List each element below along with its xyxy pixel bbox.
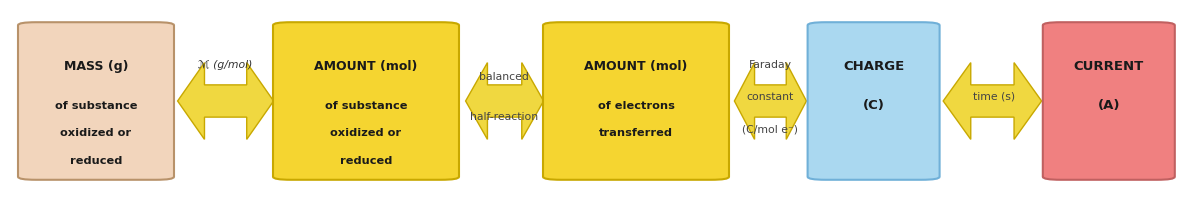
Text: half-reaction: half-reaction [470,112,538,122]
Text: (C/mol e⁻): (C/mol e⁻) [743,124,798,134]
Text: time (s): time (s) [972,92,1015,102]
Text: reduced: reduced [340,156,392,166]
Text: of electrons: of electrons [598,101,674,111]
Text: transferred: transferred [599,128,673,138]
FancyBboxPatch shape [274,22,458,180]
Text: balanced: balanced [479,72,529,82]
Polygon shape [178,63,274,139]
Text: Faraday: Faraday [749,60,792,70]
Text: (C): (C) [863,99,884,112]
Polygon shape [466,63,544,139]
Text: of substance: of substance [55,101,137,111]
Polygon shape [734,63,806,139]
Text: CHARGE: CHARGE [842,60,905,73]
FancyBboxPatch shape [18,22,174,180]
Text: (A): (A) [1098,99,1120,112]
Text: CURRENT: CURRENT [1074,60,1144,73]
Text: oxidized or: oxidized or [330,128,402,138]
Text: reduced: reduced [70,156,122,166]
Text: MASS (g): MASS (g) [64,60,128,73]
Polygon shape [943,63,1042,139]
Text: AMOUNT (mol): AMOUNT (mol) [314,60,418,73]
FancyBboxPatch shape [1043,22,1175,180]
FancyBboxPatch shape [542,22,730,180]
Text: oxidized or: oxidized or [60,128,132,138]
FancyBboxPatch shape [808,22,940,180]
Text: constant: constant [746,92,794,102]
Text: ℳ (g/mol): ℳ (g/mol) [198,60,253,70]
Text: AMOUNT (mol): AMOUNT (mol) [584,60,688,73]
Text: of substance: of substance [325,101,407,111]
